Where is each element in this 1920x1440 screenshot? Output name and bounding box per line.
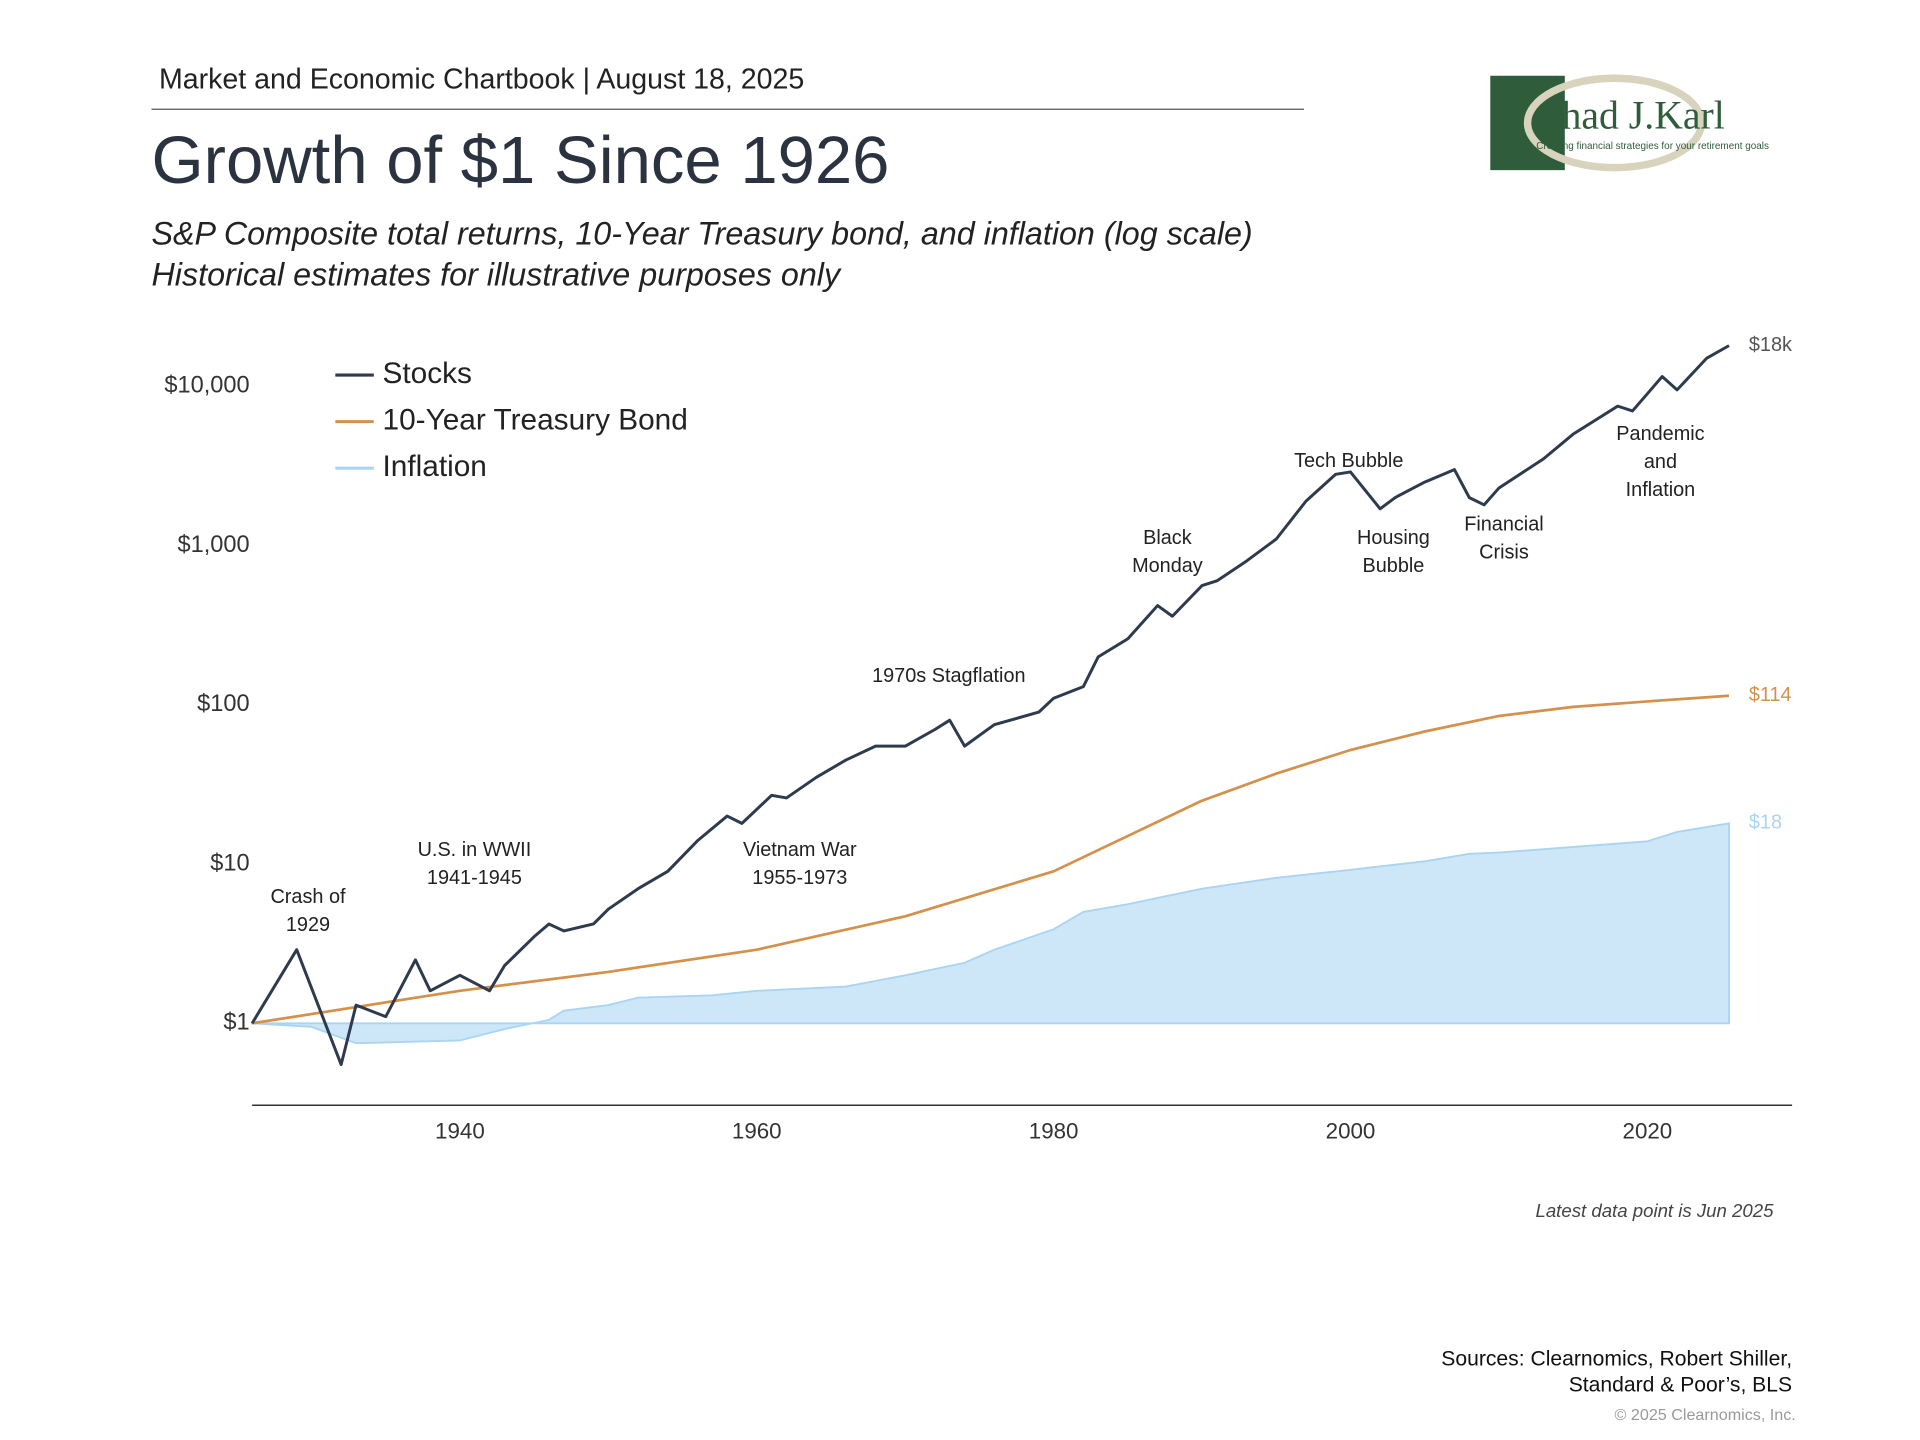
x-tick-label: 1960	[732, 1119, 782, 1144]
inflation-area	[251, 822, 1730, 1045]
data-note: Latest data point is Jun 2025	[1535, 1200, 1774, 1221]
logo-name: Chad J.Karl	[1535, 93, 1725, 137]
y-tick-label: $1,000	[177, 531, 249, 557]
logo-swirl	[1523, 74, 1706, 172]
annotation: 1970s Stagflation	[872, 665, 1025, 687]
x-tick-label: 2000	[1326, 1119, 1376, 1144]
annotation: U.S. in WWII	[418, 839, 532, 861]
annotation: Black	[1143, 527, 1192, 549]
header: Market and Economic Chartbook | August 1…	[159, 63, 804, 95]
logo-tagline: Creating financial strategies for your r…	[1536, 141, 1769, 152]
annotation: Inflation	[1626, 479, 1696, 501]
annotation: 1929	[286, 914, 330, 936]
end-label: $18k	[1749, 334, 1792, 356]
annotation: Crash of	[270, 886, 346, 908]
annotation: and	[1644, 451, 1677, 473]
legend-label: 10-Year Treasury Bond	[383, 404, 688, 437]
annotation: 1955-1973	[752, 867, 847, 889]
annotation: Vietnam War	[743, 839, 857, 861]
annotation: Monday	[1132, 555, 1203, 577]
sources: Standard & Poor’s, BLS	[1569, 1374, 1792, 1397]
annotation: Pandemic	[1616, 423, 1704, 445]
title: Growth of $1 Since 1926	[152, 123, 890, 198]
legend-label: Stocks	[383, 357, 472, 390]
x-tick-label: 1980	[1029, 1119, 1079, 1144]
y-tick-label: $10,000	[164, 372, 249, 398]
annotation: Crisis	[1479, 542, 1529, 564]
annotation: 1941-1945	[427, 867, 522, 889]
y-tick-label: $100	[197, 690, 249, 716]
y-tick-label: $1	[223, 1009, 249, 1035]
subtitle: S&P Composite total returns, 10-Year Tre…	[152, 215, 1253, 251]
subtitle: Historical estimates for illustrative pu…	[152, 256, 842, 292]
end-label: $18	[1749, 812, 1782, 834]
series-line	[251, 694, 1730, 1025]
annotation: Tech Bubble	[1294, 450, 1403, 472]
annotation: Housing	[1357, 527, 1430, 549]
x-tick-label: 2020	[1623, 1119, 1673, 1144]
series-line	[250, 344, 1730, 1067]
annotation: Financial	[1464, 514, 1543, 536]
end-label: $114	[1749, 684, 1792, 706]
annotation: Bubble	[1363, 555, 1425, 577]
y-tick-label: $10	[210, 849, 249, 875]
legend-label: Inflation	[383, 450, 487, 483]
sources: Sources: Clearnomics, Robert Shiller,	[1441, 1347, 1792, 1370]
copyright: © 2025 Clearnomics, Inc.	[1615, 1406, 1796, 1424]
x-tick-label: 1940	[435, 1119, 485, 1144]
